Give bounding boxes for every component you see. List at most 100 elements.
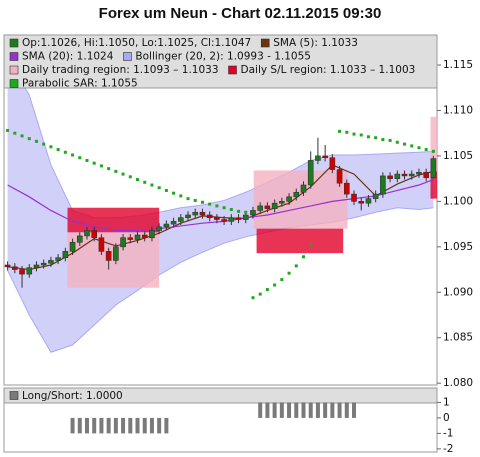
legend-icon xyxy=(9,38,19,48)
bar xyxy=(344,402,349,418)
sar-dot xyxy=(6,128,10,132)
bar xyxy=(294,402,299,418)
legend-box xyxy=(3,387,438,404)
sar-dot xyxy=(381,138,385,142)
bar xyxy=(113,417,118,434)
candle-body xyxy=(33,264,40,269)
candle-body xyxy=(307,160,314,186)
sar-dot xyxy=(164,188,168,192)
y-tick-label: 1.115 xyxy=(443,59,473,71)
bar xyxy=(337,402,342,418)
bar xyxy=(142,417,147,434)
candle-body xyxy=(387,175,393,179)
sar-dot xyxy=(208,202,212,206)
sar-dot xyxy=(265,288,269,292)
candle-body xyxy=(113,246,119,261)
y-tick-label: 0 xyxy=(443,412,450,424)
y-tick-label: 1 xyxy=(443,396,450,408)
candle-body xyxy=(242,214,249,220)
chart-title: Forex um Neun - Chart 02.11.2015 09:30 xyxy=(99,5,382,22)
sar-dot xyxy=(63,150,67,154)
candle-body xyxy=(372,193,379,199)
sar-dot xyxy=(128,175,132,179)
sar-dot xyxy=(92,161,96,165)
candle-body xyxy=(235,217,242,220)
bar xyxy=(330,402,335,418)
y-tick-label: 1.080 xyxy=(443,377,473,389)
y-tick-label: -2 xyxy=(443,443,453,455)
candle-body xyxy=(84,230,90,237)
sar-dot xyxy=(107,167,111,171)
sar-dot xyxy=(431,149,435,153)
candle-body xyxy=(394,173,401,179)
bar xyxy=(164,417,169,434)
sar-dot xyxy=(179,194,183,198)
candle-body xyxy=(76,235,83,243)
bar xyxy=(121,417,126,434)
bar xyxy=(135,417,140,434)
candle-body xyxy=(127,237,134,240)
candle-body xyxy=(19,269,25,275)
sar-dot xyxy=(352,132,356,136)
candle-body xyxy=(62,251,69,259)
legend-icon xyxy=(260,38,270,48)
sar-dot xyxy=(237,209,241,213)
candle-body xyxy=(401,173,408,177)
bar xyxy=(308,402,313,418)
sar-dot xyxy=(403,142,407,146)
candle-body xyxy=(12,266,18,270)
sar-dot xyxy=(374,136,378,140)
legend-icon xyxy=(228,65,237,75)
sar-dot xyxy=(417,146,421,150)
candle-body xyxy=(416,171,422,175)
candle-body xyxy=(91,230,98,239)
candle-body xyxy=(228,217,235,222)
legend-label: Bollinger (20, 2): 1.0993 - 1.1055 xyxy=(135,51,311,63)
region xyxy=(253,170,348,229)
candle-body xyxy=(257,205,263,211)
bar xyxy=(279,402,284,418)
candle-body xyxy=(4,264,11,268)
bar xyxy=(265,402,270,418)
sar-dot xyxy=(13,131,17,135)
candle-body xyxy=(250,210,256,216)
candle-body xyxy=(55,257,61,261)
legend-icon xyxy=(9,52,19,61)
candle-body xyxy=(336,169,343,184)
sar-dot xyxy=(251,296,255,300)
sar-dot xyxy=(136,178,140,182)
bar xyxy=(258,402,263,418)
candle-body xyxy=(105,251,112,261)
sar-dot xyxy=(143,180,147,184)
candle-body xyxy=(98,237,105,252)
sar-dot xyxy=(222,206,226,210)
candle-body xyxy=(178,217,184,222)
sar-dot xyxy=(42,142,46,146)
sar-dot xyxy=(258,292,262,296)
region xyxy=(430,171,437,199)
sar-dot xyxy=(338,129,342,133)
bar xyxy=(323,402,328,418)
bar xyxy=(84,417,89,434)
bar xyxy=(70,417,75,434)
legend-label: Daily S/L region: 1.1033 – 1.1003 xyxy=(241,64,416,76)
candle-body xyxy=(156,226,162,231)
candle-body xyxy=(163,223,170,228)
legend-icon xyxy=(9,79,19,88)
legend-label: Long/Short: 1.0000 xyxy=(22,390,123,402)
bar xyxy=(157,417,162,434)
sar-dot xyxy=(287,271,291,275)
candle-body xyxy=(322,155,328,159)
candle-body xyxy=(264,205,271,209)
candle-body xyxy=(358,201,365,204)
candle-body xyxy=(315,155,321,161)
candle-body xyxy=(120,237,126,248)
y-tick-label: 1.095 xyxy=(443,241,473,253)
sar-dot xyxy=(27,137,31,141)
sar-dot xyxy=(157,186,161,190)
y-tick-label: 1.085 xyxy=(443,332,473,344)
sar-dot xyxy=(20,134,24,138)
candle-body xyxy=(408,173,415,177)
candle-body xyxy=(351,193,357,202)
